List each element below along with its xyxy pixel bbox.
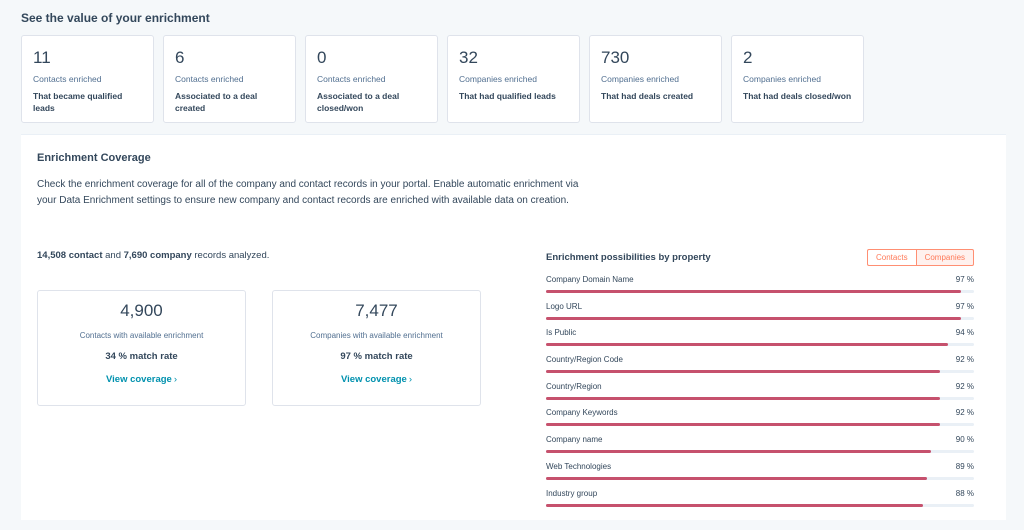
coverage-value: 7,477 xyxy=(355,301,398,320)
stat-value: 6 xyxy=(175,48,185,67)
stat-card: 6 Contacts enriched Associated to a deal… xyxy=(163,35,296,123)
stats-row: 11 Contacts enriched That became qualifi… xyxy=(21,35,864,123)
property-percent: 94 % xyxy=(955,328,974,338)
stat-description: That had deals created xyxy=(601,91,694,101)
property-name: Company Domain Name xyxy=(546,275,634,284)
property-bar-track xyxy=(546,450,974,454)
property-name: Industry group xyxy=(546,488,598,498)
property-percent: 90 % xyxy=(955,435,974,445)
stat-label: Contacts enriched xyxy=(175,74,244,84)
contact-count: 14,508 contact xyxy=(37,250,103,261)
stat-value: 2 xyxy=(743,48,753,67)
property-bar-fill xyxy=(546,423,940,427)
property-bar-track xyxy=(546,423,974,427)
property-row: Is Public 94 % xyxy=(546,326,974,353)
stat-label: Companies enriched xyxy=(743,74,821,84)
coverage-label: Contacts with available enrichment xyxy=(79,331,204,340)
property-list: Company Domain Name 97 % Logo URL 97 % Is Pu… xyxy=(546,273,974,513)
stat-card: 0 Contacts enriched Associated to a deal… xyxy=(305,35,438,123)
stat-label: Companies enriched xyxy=(601,74,679,84)
property-row: Industry group 88 % xyxy=(546,487,974,514)
stat-card: 32 Companies enriched That had qualified… xyxy=(447,35,580,123)
stat-label: Contacts enriched xyxy=(317,74,386,84)
coverage-description: Check the enrichment coverage for all of… xyxy=(37,179,579,206)
records-suffix: records analyzed. xyxy=(191,250,270,261)
stat-description: That became qualified leads xyxy=(33,91,123,113)
records-and: and xyxy=(102,250,124,261)
property-row: Company Keywords 92 % xyxy=(546,406,974,433)
property-percent: 88 % xyxy=(955,488,974,498)
property-name: Company Keywords xyxy=(546,408,618,418)
chevron-right-icon: › xyxy=(173,374,177,385)
records-analyzed: 14,508 contact and 7,690 company records… xyxy=(37,250,269,261)
property-bar-track xyxy=(546,476,974,480)
stat-value: 0 xyxy=(317,48,327,67)
link-label: View coverage xyxy=(105,374,172,385)
company-count: 7,690 company xyxy=(123,250,192,261)
property-bar-fill xyxy=(546,450,932,454)
property-name: Company name xyxy=(546,435,603,445)
stat-value: 11 xyxy=(33,48,51,67)
stat-card: 730 Companies enriched That had deals cr… xyxy=(589,35,722,123)
property-bar-fill xyxy=(546,343,949,347)
page-title: See the value of your enrichment xyxy=(21,11,210,25)
property-bar-track xyxy=(546,503,974,507)
property-percent: 89 % xyxy=(955,461,974,471)
property-bar-track xyxy=(546,370,974,374)
property-bar-track xyxy=(546,290,974,293)
property-name: Country/Region Code xyxy=(546,355,623,365)
property-bar-fill xyxy=(546,503,923,507)
property-bar-fill xyxy=(546,290,962,293)
coverage-value: 4,900 xyxy=(120,301,163,320)
property-row: Country/Region Code 92 % xyxy=(546,353,974,380)
property-name: Country/Region xyxy=(546,381,602,391)
property-bar-fill xyxy=(546,396,940,400)
property-name: Logo URL xyxy=(546,301,583,311)
property-percent: 92 % xyxy=(955,408,974,418)
stat-card: 11 Contacts enriched That became qualifi… xyxy=(21,35,154,123)
contacts-coverage-card: 4,900 Contacts with available enrichment… xyxy=(37,290,246,406)
property-row: Web Technologies 89 % xyxy=(546,460,974,487)
link-label: View coverage xyxy=(340,374,407,385)
stat-description: That had deals closed/won xyxy=(743,91,852,101)
stat-description: That had qualified leads xyxy=(459,91,556,101)
view-companies-coverage-link[interactable]: View coverage › xyxy=(341,374,412,385)
coverage-label: Companies with available enrichment xyxy=(310,331,443,340)
property-bar-track xyxy=(546,316,974,320)
toggle-companies[interactable]: Companies xyxy=(915,249,975,266)
property-row: Company name 90 % xyxy=(546,433,974,460)
stat-value: 32 xyxy=(459,48,478,67)
property-percent: 97 % xyxy=(955,301,974,311)
view-contacts-coverage-link[interactable]: View coverage › xyxy=(106,374,177,385)
property-name: Is Public xyxy=(546,328,577,338)
properties-title: Enrichment possibilities by property xyxy=(546,252,711,263)
companies-coverage-card: 7,477 Companies with available enrichmen… xyxy=(272,290,481,406)
stat-label: Companies enriched xyxy=(459,74,537,84)
property-bar-track xyxy=(546,396,974,400)
property-bar-fill xyxy=(546,476,927,480)
property-bar-fill xyxy=(546,316,962,320)
property-row: Country/Region 92 % xyxy=(546,380,974,407)
property-bar-fill xyxy=(546,370,940,374)
property-row: Logo URL 97 % xyxy=(546,300,974,327)
toggle-contacts[interactable]: Contacts xyxy=(867,249,916,266)
property-percent: 92 % xyxy=(955,381,974,391)
stat-description: Associated to a deal created xyxy=(175,91,258,113)
match-rate: 97 % match rate xyxy=(340,351,413,362)
property-row: Company Domain Name 97 % xyxy=(546,273,974,300)
property-percent: 97 % xyxy=(955,275,974,284)
stat-label: Contacts enriched xyxy=(33,74,102,84)
coverage-panel: Enrichment Coverage Check the enrichment… xyxy=(21,134,1006,520)
property-name: Web Technologies xyxy=(546,461,612,471)
property-bar-track xyxy=(546,343,974,347)
stat-description: Associated to a deal closed/won xyxy=(317,91,400,113)
record-type-toggle: Contacts Companies xyxy=(867,249,975,266)
property-percent: 92 % xyxy=(955,355,974,365)
match-rate: 34 % match rate xyxy=(105,351,178,362)
stat-card: 2 Companies enriched That had deals clos… xyxy=(731,35,864,123)
coverage-title: Enrichment Coverage xyxy=(37,152,151,164)
chevron-right-icon: › xyxy=(408,374,412,385)
stat-value: 730 xyxy=(601,48,630,67)
